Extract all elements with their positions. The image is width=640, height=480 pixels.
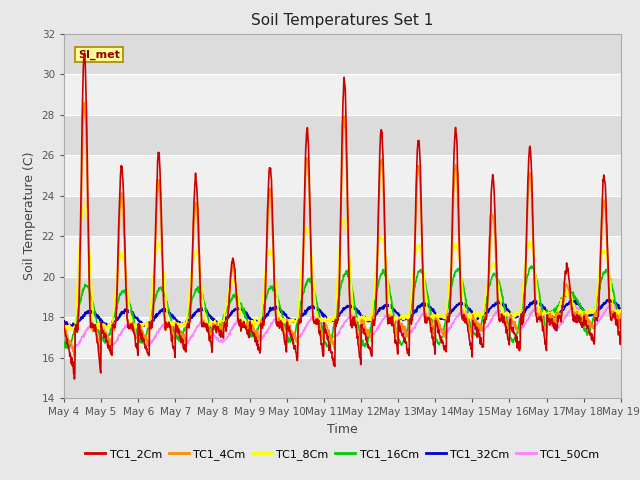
Y-axis label: Soil Temperature (C): Soil Temperature (C): [23, 152, 36, 280]
Line: TC1_50Cm: TC1_50Cm: [64, 303, 621, 348]
TC1_16Cm: [171, 332, 179, 338]
TC1_32Cm: [66, 325, 74, 331]
TC1_50Cm: [610, 300, 618, 306]
TC1_8Cm: [60, 321, 68, 327]
TC1_8Cm: [552, 312, 559, 317]
TC1_32Cm: [60, 318, 68, 324]
TC1_2Cm: [247, 322, 255, 328]
TC1_2Cm: [552, 327, 559, 333]
Line: TC1_4Cm: TC1_4Cm: [64, 102, 621, 357]
TC1_8Cm: [80, 202, 88, 207]
TC1_16Cm: [184, 312, 192, 318]
TC1_32Cm: [171, 315, 179, 321]
TC1_16Cm: [63, 345, 71, 351]
TC1_32Cm: [184, 318, 192, 324]
TC1_16Cm: [246, 334, 254, 339]
TC1_32Cm: [429, 306, 437, 312]
Title: Soil Temperatures Set 1: Soil Temperatures Set 1: [252, 13, 433, 28]
TC1_8Cm: [172, 318, 179, 324]
Bar: [64, 115, 621, 155]
TC1_4Cm: [81, 99, 88, 105]
TC1_32Cm: [246, 316, 254, 322]
TC1_16Cm: [502, 311, 509, 317]
TC1_8Cm: [185, 296, 193, 302]
TC1_8Cm: [617, 307, 625, 312]
TC1_16Cm: [429, 324, 437, 330]
TC1_2Cm: [172, 355, 179, 360]
TC1_16Cm: [617, 323, 625, 329]
TC1_50Cm: [551, 325, 559, 331]
TC1_50Cm: [67, 346, 75, 351]
TC1_32Cm: [551, 312, 559, 318]
TC1_4Cm: [60, 330, 68, 336]
TC1_32Cm: [502, 304, 509, 310]
TC1_2Cm: [617, 316, 625, 322]
TC1_8Cm: [502, 312, 510, 318]
TC1_4Cm: [429, 331, 437, 336]
TC1_4Cm: [247, 322, 255, 328]
TC1_50Cm: [184, 338, 192, 344]
Line: TC1_8Cm: TC1_8Cm: [64, 204, 621, 332]
TC1_32Cm: [617, 306, 625, 312]
TC1_4Cm: [172, 340, 179, 346]
Legend: TC1_2Cm, TC1_4Cm, TC1_8Cm, TC1_16Cm, TC1_32Cm, TC1_50Cm: TC1_2Cm, TC1_4Cm, TC1_8Cm, TC1_16Cm, TC1…: [81, 444, 604, 464]
TC1_50Cm: [502, 312, 509, 317]
TC1_16Cm: [60, 339, 68, 345]
Line: TC1_32Cm: TC1_32Cm: [64, 300, 621, 328]
TC1_2Cm: [429, 342, 437, 348]
Bar: [64, 236, 621, 277]
TC1_4Cm: [185, 321, 193, 327]
Bar: [64, 34, 621, 74]
TC1_16Cm: [528, 264, 536, 269]
TC1_2Cm: [60, 321, 68, 326]
TC1_4Cm: [502, 318, 510, 324]
TC1_50Cm: [617, 313, 625, 319]
TC1_32Cm: [605, 297, 613, 303]
TC1_8Cm: [429, 316, 437, 322]
Text: SI_met: SI_met: [78, 49, 120, 60]
TC1_50Cm: [429, 315, 437, 321]
Bar: [64, 317, 621, 358]
TC1_2Cm: [502, 330, 510, 336]
TC1_8Cm: [247, 323, 255, 328]
Bar: [64, 74, 621, 115]
TC1_4Cm: [70, 354, 78, 360]
TC1_2Cm: [70, 376, 78, 382]
TC1_4Cm: [617, 311, 625, 317]
Bar: [64, 196, 621, 236]
TC1_50Cm: [246, 329, 254, 335]
Line: TC1_16Cm: TC1_16Cm: [64, 266, 621, 348]
TC1_2Cm: [81, 50, 88, 56]
TC1_50Cm: [60, 335, 68, 341]
X-axis label: Time: Time: [327, 423, 358, 436]
Bar: [64, 155, 621, 196]
TC1_16Cm: [552, 306, 559, 312]
TC1_50Cm: [171, 330, 179, 336]
TC1_2Cm: [185, 324, 193, 330]
Line: TC1_2Cm: TC1_2Cm: [64, 53, 621, 379]
Bar: [64, 358, 621, 398]
TC1_8Cm: [61, 329, 69, 335]
TC1_4Cm: [552, 316, 559, 322]
Bar: [64, 277, 621, 317]
